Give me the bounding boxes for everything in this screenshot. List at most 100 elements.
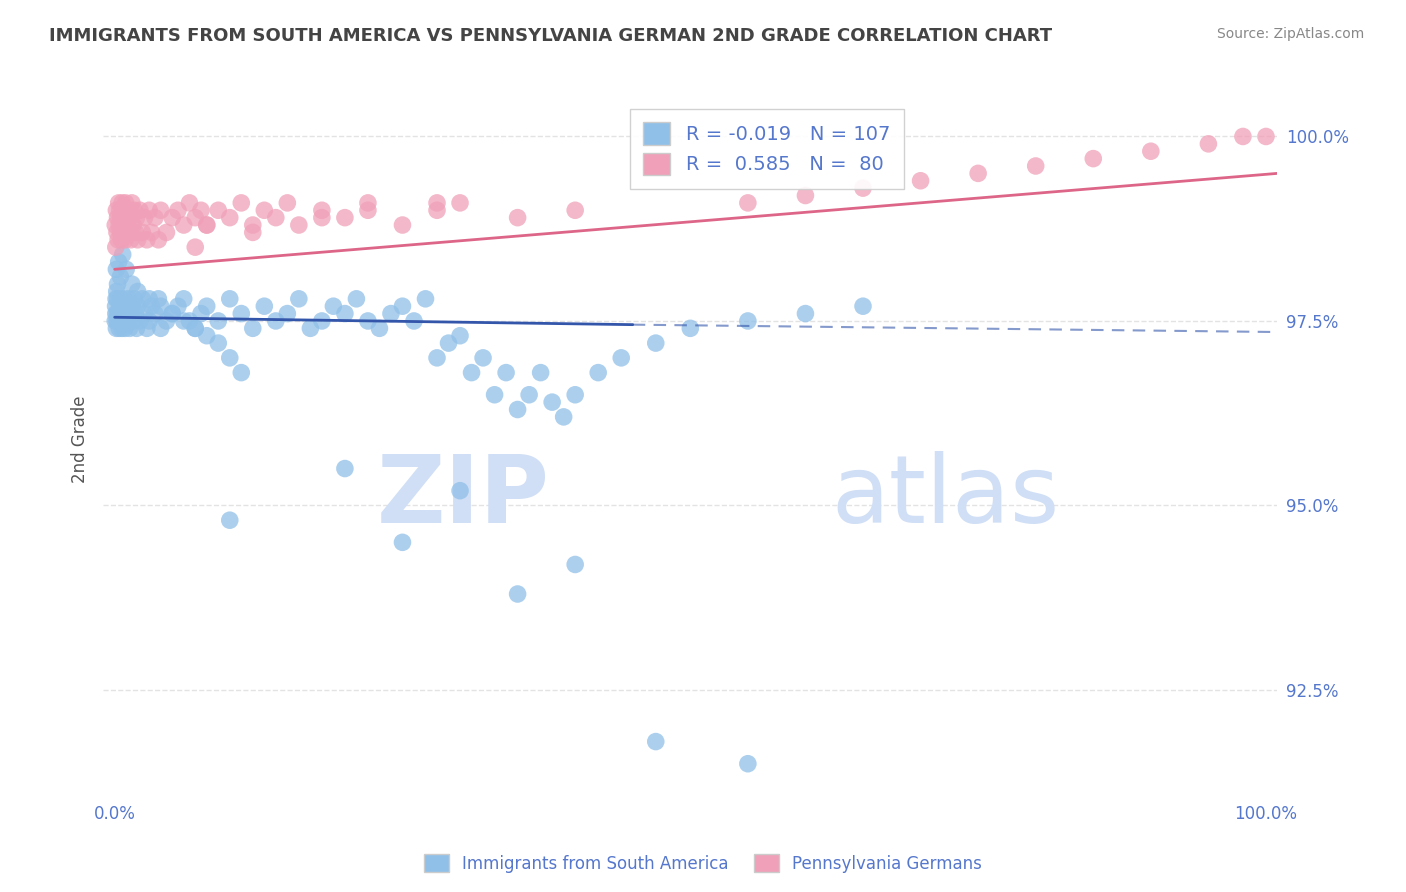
Point — [644, 734, 666, 748]
Point — [311, 314, 333, 328]
Point — [117, 226, 139, 240]
Point — [122, 218, 145, 232]
Point — [104, 240, 127, 254]
Point — [357, 314, 380, 328]
Point — [134, 211, 156, 225]
Point — [107, 255, 129, 269]
Point — [138, 314, 160, 328]
Point — [141, 226, 163, 240]
Point — [117, 203, 139, 218]
Point — [108, 321, 131, 335]
Point — [112, 203, 135, 218]
Point — [276, 195, 298, 210]
Point — [415, 292, 437, 306]
Point — [148, 292, 170, 306]
Point — [179, 195, 201, 210]
Point — [112, 307, 135, 321]
Point — [553, 409, 575, 424]
Point — [967, 166, 990, 180]
Point — [207, 336, 229, 351]
Point — [242, 321, 264, 335]
Point — [253, 299, 276, 313]
Point — [125, 211, 148, 225]
Point — [107, 314, 129, 328]
Point — [1083, 152, 1105, 166]
Point — [449, 483, 471, 498]
Text: atlas: atlas — [831, 450, 1060, 543]
Point — [207, 314, 229, 328]
Text: ZIP: ZIP — [377, 450, 550, 543]
Point — [218, 292, 240, 306]
Point — [264, 211, 287, 225]
Point — [530, 366, 553, 380]
Point — [122, 292, 145, 306]
Point — [1140, 145, 1163, 159]
Point — [737, 756, 759, 771]
Point — [276, 307, 298, 321]
Point — [107, 233, 129, 247]
Point — [135, 321, 157, 335]
Point — [679, 321, 702, 335]
Point — [541, 395, 564, 409]
Point — [218, 211, 240, 225]
Point — [610, 351, 633, 365]
Point — [184, 211, 207, 225]
Point — [564, 388, 586, 402]
Point — [184, 240, 207, 254]
Point — [299, 321, 322, 335]
Point — [564, 203, 586, 218]
Point — [391, 299, 413, 313]
Point — [105, 292, 128, 306]
Point — [114, 321, 136, 335]
Point — [107, 195, 129, 210]
Point — [104, 218, 127, 232]
Point — [207, 203, 229, 218]
Point — [104, 307, 127, 321]
Point — [127, 233, 149, 247]
Point — [111, 195, 134, 210]
Point — [173, 292, 195, 306]
Point — [138, 292, 160, 306]
Point — [149, 299, 172, 313]
Point — [506, 211, 529, 225]
Point — [231, 366, 253, 380]
Point — [129, 314, 152, 328]
Point — [322, 299, 344, 313]
Point — [111, 218, 134, 232]
Point — [160, 307, 183, 321]
Point — [426, 351, 449, 365]
Point — [110, 226, 132, 240]
Point — [107, 211, 129, 225]
Point — [127, 299, 149, 313]
Point — [112, 226, 135, 240]
Point — [107, 307, 129, 321]
Point — [218, 513, 240, 527]
Point — [105, 314, 128, 328]
Point — [115, 314, 138, 328]
Point — [644, 336, 666, 351]
Point — [1025, 159, 1047, 173]
Point — [112, 292, 135, 306]
Point — [253, 203, 276, 218]
Point — [218, 351, 240, 365]
Point — [495, 366, 517, 380]
Point — [143, 211, 166, 225]
Point — [112, 314, 135, 328]
Point — [472, 351, 495, 365]
Point — [311, 211, 333, 225]
Point — [1232, 129, 1254, 144]
Point — [852, 181, 875, 195]
Point — [127, 285, 149, 299]
Point — [149, 321, 172, 335]
Y-axis label: 2nd Grade: 2nd Grade — [72, 395, 89, 483]
Point — [264, 314, 287, 328]
Point — [122, 203, 145, 218]
Point — [190, 203, 212, 218]
Point — [110, 314, 132, 328]
Point — [124, 307, 146, 321]
Point — [111, 299, 134, 313]
Point — [737, 314, 759, 328]
Point — [120, 307, 142, 321]
Point — [195, 218, 218, 232]
Point — [114, 299, 136, 313]
